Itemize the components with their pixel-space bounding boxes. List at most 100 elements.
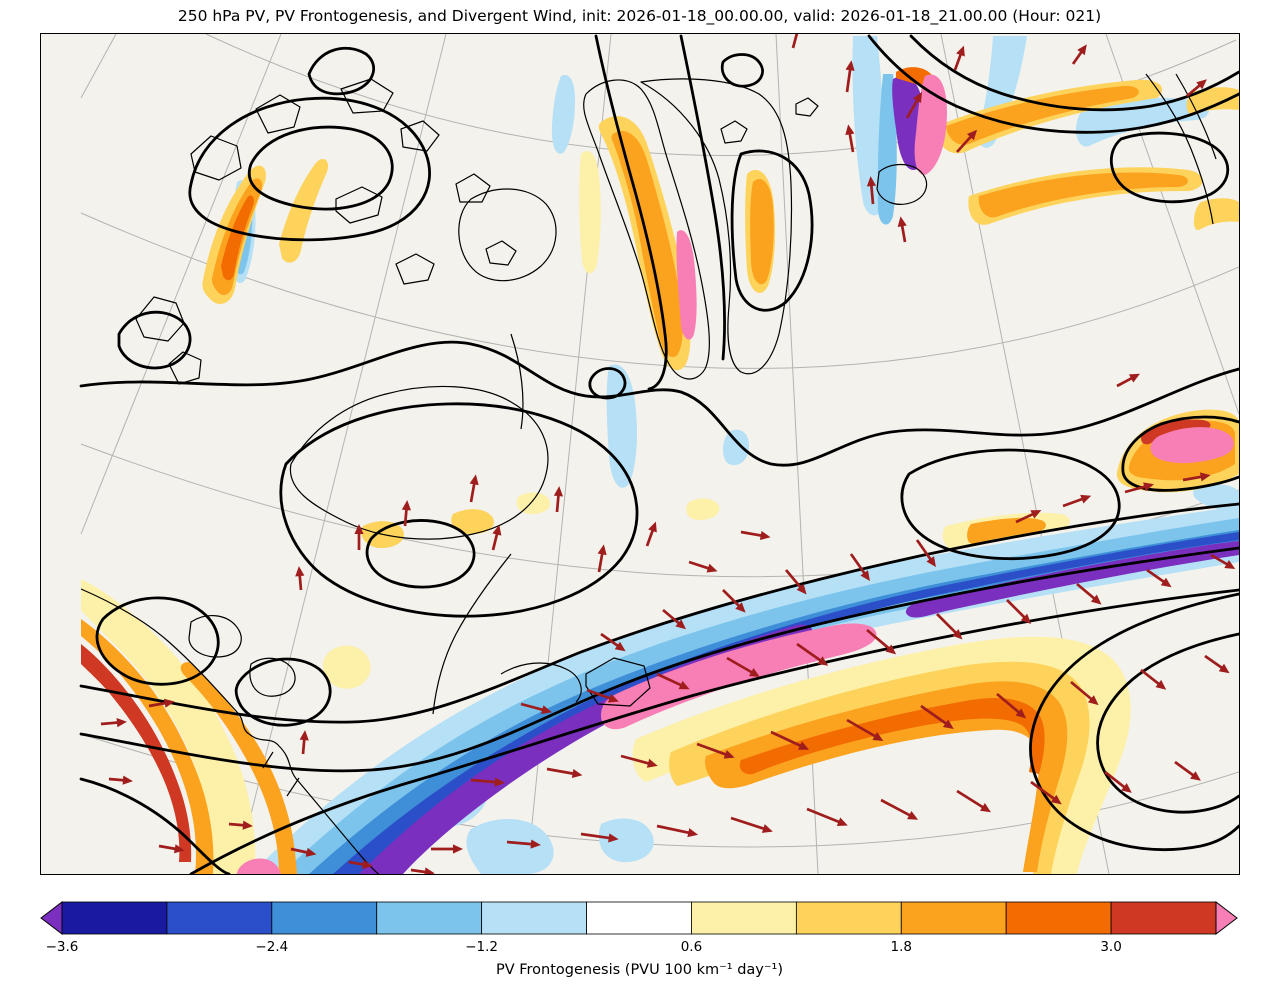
pv-contour bbox=[679, 34, 726, 361]
wind-arrow bbox=[1210, 553, 1236, 569]
wind-arrow bbox=[1146, 568, 1172, 588]
pv-contour bbox=[247, 125, 394, 211]
wind-arrow bbox=[1015, 510, 1042, 524]
wind-arrow bbox=[348, 859, 373, 869]
pv-contour bbox=[900, 448, 1121, 561]
colorbar-tick-label: −1.2 bbox=[465, 939, 499, 955]
pv-contour bbox=[79, 502, 1239, 724]
colorbar-segment bbox=[795, 901, 902, 935]
wind-arrow bbox=[905, 92, 922, 119]
wind-arrow bbox=[656, 672, 690, 690]
coastline bbox=[289, 385, 549, 540]
colorbar-tick-label: 0.6 bbox=[680, 939, 703, 955]
wind-arrow bbox=[1071, 44, 1087, 65]
pv-contour bbox=[234, 657, 332, 727]
colorbar-segment bbox=[1110, 901, 1217, 935]
wind-arrow bbox=[506, 839, 541, 849]
frontogenesis-fill bbox=[180, 662, 297, 874]
colorbar-segment bbox=[271, 901, 378, 935]
pv-contour bbox=[867, 34, 1239, 134]
wind-arrow bbox=[1182, 472, 1211, 482]
map-canvas bbox=[41, 34, 1239, 874]
graticule bbox=[80, 34, 282, 535]
wind-arrow bbox=[645, 521, 657, 547]
frontogenesis-fill bbox=[221, 195, 254, 281]
coastline bbox=[262, 333, 582, 797]
colorbar-segment bbox=[1005, 901, 1112, 935]
wind-arrow bbox=[553, 486, 563, 513]
frontogenesis-fill bbox=[236, 858, 281, 874]
frontogenesis-fill bbox=[81, 619, 214, 874]
pv-contour bbox=[909, 34, 1239, 112]
frontogenesis-fill bbox=[852, 36, 885, 216]
wind-arrow bbox=[1186, 79, 1207, 98]
pv-contour bbox=[95, 596, 220, 686]
wind-arrow bbox=[866, 176, 877, 205]
wind-arrow bbox=[846, 718, 884, 741]
wind-arrow bbox=[295, 566, 305, 591]
wind-arrow bbox=[470, 777, 505, 787]
pv-contour bbox=[279, 402, 639, 618]
frontogenesis-fill bbox=[723, 429, 749, 466]
pv-contour bbox=[730, 149, 814, 312]
colorbar-ticks: −3.6 −2.4 −1.2 0.6 1.8 3.0 bbox=[40, 939, 1238, 957]
wind-arrow bbox=[469, 474, 479, 503]
map-plot bbox=[40, 33, 1240, 875]
wind-arrow bbox=[410, 867, 435, 874]
wind-arrow bbox=[662, 608, 686, 630]
colorbar-over-arrow bbox=[1215, 901, 1238, 935]
wind-arrow bbox=[866, 628, 897, 655]
wind-arrow bbox=[920, 704, 954, 729]
pv-contour bbox=[720, 53, 764, 88]
wind-arrow bbox=[915, 539, 936, 568]
wind-arrow bbox=[1062, 494, 1092, 508]
colorbar-segment bbox=[61, 901, 168, 935]
frontogenesis-fill bbox=[81, 579, 256, 874]
wind-arrow bbox=[722, 589, 746, 613]
pv-contour bbox=[1121, 415, 1239, 492]
colorbar-segment bbox=[376, 901, 483, 935]
wind-arrow bbox=[1140, 668, 1167, 690]
wind-arrow bbox=[620, 754, 658, 768]
wind-arrow bbox=[880, 798, 919, 820]
wind-arrow bbox=[656, 824, 699, 838]
wind-arrow bbox=[580, 832, 619, 843]
frontogenesis-fill bbox=[1186, 87, 1239, 115]
wind-arrow bbox=[1124, 482, 1154, 494]
colorbar bbox=[40, 901, 1238, 935]
frontogenesis-fill bbox=[676, 230, 697, 340]
wind-arrow bbox=[431, 844, 463, 854]
pv-contour-layer bbox=[79, 34, 1239, 874]
coastline bbox=[1145, 73, 1217, 225]
wind-arrow bbox=[784, 569, 807, 595]
frontogenesis-fill bbox=[877, 74, 897, 225]
frontogenesis-fill bbox=[686, 498, 720, 520]
pv-contour bbox=[1109, 131, 1230, 204]
wind-arrow bbox=[586, 688, 619, 703]
wind-arrow bbox=[953, 45, 965, 71]
pv-contour bbox=[79, 340, 1239, 467]
wind-arrow bbox=[600, 632, 626, 652]
coastline bbox=[80, 588, 413, 874]
frontogenesis-fill bbox=[914, 74, 947, 175]
wind-arrow bbox=[148, 698, 175, 708]
wind-arrow bbox=[726, 656, 760, 677]
wind-arrow bbox=[401, 500, 411, 527]
frontogenesis-fill bbox=[611, 131, 683, 358]
wind-arrow bbox=[845, 60, 855, 93]
wind-arrow bbox=[546, 767, 583, 779]
frontogenesis-fill bbox=[632, 636, 1131, 874]
pv-contour bbox=[588, 367, 627, 400]
frontogenesis-fill bbox=[81, 644, 192, 862]
frontogenesis-fill bbox=[451, 509, 494, 534]
wind-arrow bbox=[1116, 373, 1140, 388]
wind-arrow bbox=[1070, 680, 1099, 706]
frontogenesis-fill bbox=[466, 818, 554, 874]
colorbar-segment bbox=[166, 901, 273, 935]
wind-arrow bbox=[845, 124, 855, 153]
wind-arrow bbox=[796, 642, 829, 666]
pv-contour bbox=[1029, 592, 1239, 851]
wind-arrow bbox=[108, 775, 133, 785]
wind-arrow bbox=[688, 560, 718, 573]
wind-arrow bbox=[849, 553, 870, 582]
